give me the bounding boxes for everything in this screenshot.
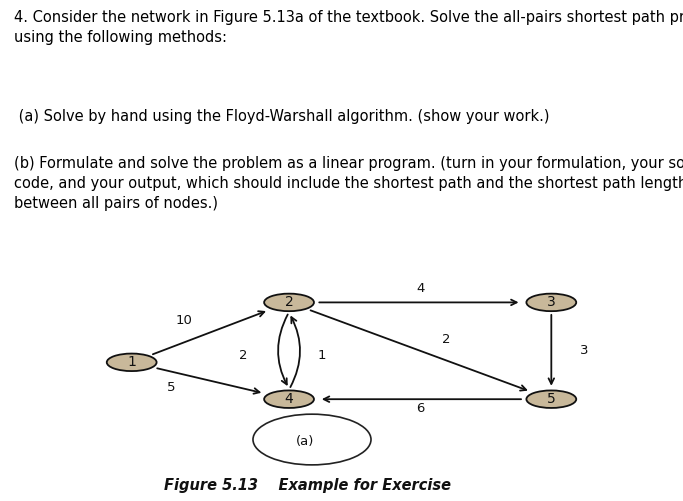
Text: 6: 6 [416, 402, 424, 415]
Circle shape [107, 354, 156, 371]
Circle shape [264, 390, 314, 408]
Text: Figure 5.13    Example for Exercise: Figure 5.13 Example for Exercise [164, 478, 451, 493]
Circle shape [264, 294, 314, 311]
Text: 4. Consider the network in Figure 5.13a of the textbook. Solve the all-pairs sho: 4. Consider the network in Figure 5.13a … [14, 10, 683, 45]
Text: (a) Solve by hand using the Floyd-Warshall algorithm. (show your work.): (a) Solve by hand using the Floyd-Warsha… [14, 109, 549, 124]
Text: 4: 4 [285, 392, 294, 406]
Text: (a): (a) [296, 435, 315, 448]
Text: (b) Formulate and solve the problem as a linear program. (turn in your formulati: (b) Formulate and solve the problem as a… [14, 156, 683, 211]
Text: 1: 1 [127, 355, 136, 369]
Text: 10: 10 [176, 314, 193, 327]
Text: 2: 2 [285, 296, 294, 310]
Text: 1: 1 [318, 349, 326, 362]
Circle shape [527, 390, 576, 408]
Text: 4: 4 [416, 282, 424, 295]
Text: 5: 5 [167, 381, 176, 394]
Text: 2: 2 [239, 349, 247, 362]
Text: 5: 5 [547, 392, 556, 406]
Circle shape [527, 294, 576, 311]
Text: 2: 2 [442, 333, 451, 346]
Text: 3: 3 [580, 344, 588, 357]
Text: 3: 3 [547, 296, 556, 310]
